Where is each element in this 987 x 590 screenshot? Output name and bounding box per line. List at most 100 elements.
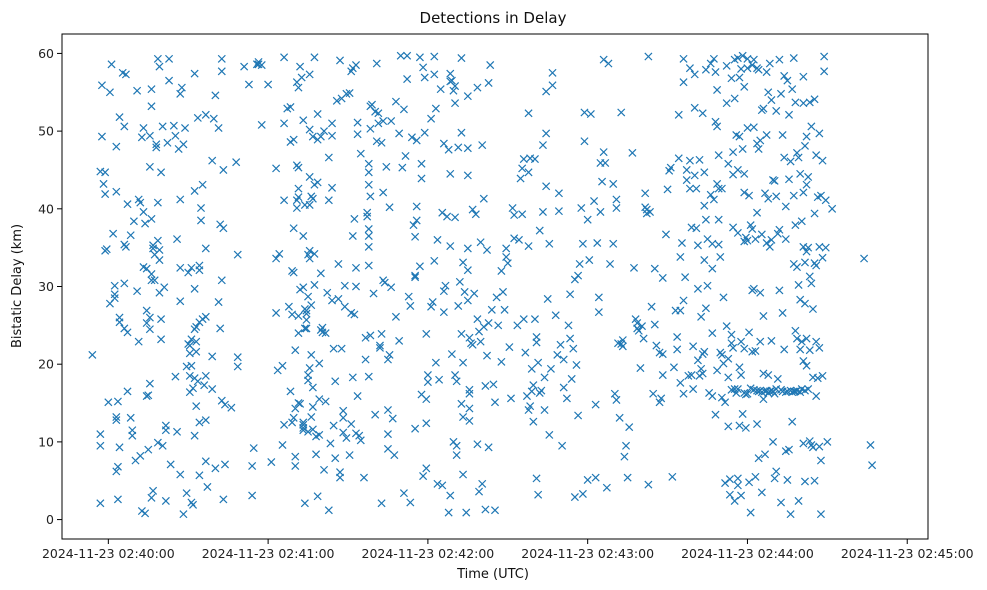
data-point bbox=[473, 440, 482, 449]
data-point bbox=[307, 301, 316, 310]
data-point bbox=[379, 116, 388, 126]
data-point bbox=[490, 398, 500, 407]
data-point bbox=[810, 95, 819, 104]
data-point bbox=[187, 361, 196, 370]
data-point bbox=[113, 397, 122, 406]
data-point bbox=[436, 85, 445, 94]
data-point bbox=[674, 110, 683, 119]
data-point bbox=[465, 389, 474, 398]
data-point bbox=[566, 334, 575, 343]
data-point bbox=[812, 392, 821, 401]
data-point bbox=[195, 266, 204, 275]
data-point bbox=[345, 451, 354, 460]
data-point bbox=[272, 308, 281, 317]
data-point bbox=[342, 433, 351, 443]
data-point bbox=[404, 292, 413, 301]
data-point bbox=[420, 73, 429, 82]
data-point bbox=[407, 133, 416, 142]
data-point bbox=[733, 165, 742, 174]
data-point bbox=[454, 301, 463, 310]
data-point bbox=[791, 98, 800, 107]
data-point bbox=[137, 133, 146, 142]
data-point bbox=[188, 384, 198, 393]
data-point bbox=[415, 262, 424, 271]
data-point bbox=[542, 87, 551, 96]
data-point bbox=[578, 489, 587, 498]
data-point bbox=[812, 151, 821, 160]
data-point bbox=[324, 196, 333, 205]
data-point bbox=[594, 308, 603, 317]
data-point bbox=[738, 144, 747, 154]
data-point bbox=[328, 119, 337, 128]
data-point bbox=[460, 287, 469, 296]
data-point bbox=[302, 309, 311, 318]
data-point bbox=[703, 281, 712, 290]
data-point bbox=[476, 337, 485, 346]
data-point bbox=[730, 94, 739, 103]
data-point bbox=[765, 59, 774, 68]
data-point bbox=[719, 293, 728, 302]
data-point bbox=[399, 105, 408, 114]
data-point bbox=[97, 132, 106, 141]
data-point bbox=[427, 114, 436, 123]
data-point bbox=[267, 458, 276, 467]
data-point bbox=[738, 51, 747, 60]
data-point bbox=[190, 69, 199, 78]
data-point bbox=[792, 148, 802, 157]
data-point bbox=[110, 290, 119, 299]
data-point bbox=[478, 141, 487, 150]
data-point bbox=[299, 231, 308, 241]
data-point bbox=[364, 372, 373, 381]
data-point bbox=[741, 423, 750, 432]
data-point bbox=[759, 311, 768, 321]
data-point bbox=[200, 381, 209, 390]
data-point bbox=[510, 210, 519, 220]
data-point bbox=[339, 406, 348, 415]
data-point bbox=[551, 311, 560, 320]
data-point bbox=[735, 363, 744, 372]
data-point bbox=[770, 176, 779, 185]
data-point bbox=[762, 130, 771, 140]
data-point bbox=[248, 491, 257, 500]
data-point bbox=[176, 297, 185, 306]
data-point bbox=[764, 371, 773, 380]
data-point bbox=[823, 437, 832, 446]
data-point bbox=[451, 213, 460, 222]
data-point bbox=[355, 431, 364, 440]
data-point bbox=[537, 386, 546, 395]
data-point bbox=[296, 399, 305, 408]
data-point bbox=[324, 506, 333, 515]
data-point bbox=[449, 86, 458, 95]
data-point bbox=[142, 318, 151, 328]
data-point bbox=[308, 194, 317, 203]
data-point bbox=[518, 210, 527, 219]
data-point bbox=[815, 343, 824, 352]
data-point bbox=[689, 385, 698, 394]
data-point bbox=[612, 395, 621, 404]
data-point bbox=[701, 65, 710, 74]
data-point bbox=[768, 437, 778, 446]
data-point bbox=[217, 276, 226, 285]
data-point bbox=[145, 131, 154, 140]
data-point bbox=[794, 153, 803, 162]
data-point bbox=[141, 219, 150, 228]
data-point bbox=[866, 440, 875, 450]
data-point bbox=[120, 122, 129, 131]
data-point bbox=[280, 420, 289, 429]
data-point bbox=[465, 416, 474, 425]
data-point bbox=[185, 371, 194, 380]
data-point bbox=[110, 281, 119, 290]
data-point bbox=[757, 488, 766, 497]
data-point bbox=[724, 159, 733, 168]
data-point bbox=[351, 61, 361, 70]
data-point bbox=[730, 496, 739, 505]
data-point bbox=[286, 387, 295, 396]
data-point bbox=[530, 155, 539, 164]
y-tick-label: 60 bbox=[38, 46, 54, 61]
data-point bbox=[337, 344, 346, 353]
data-point bbox=[452, 451, 461, 460]
data-point bbox=[152, 140, 161, 149]
data-point bbox=[249, 444, 258, 453]
data-point bbox=[171, 131, 180, 140]
data-point bbox=[534, 490, 543, 499]
